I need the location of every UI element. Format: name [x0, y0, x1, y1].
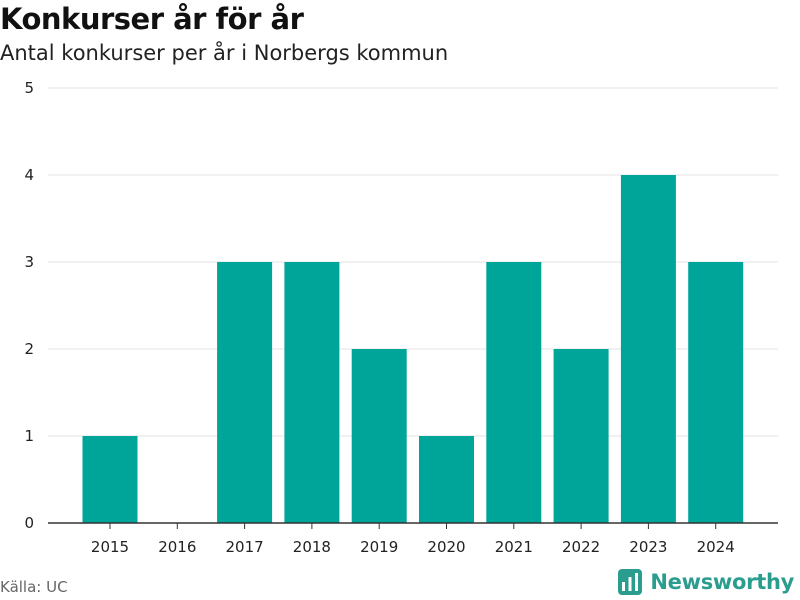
- bar-2024[interactable]: [688, 262, 744, 523]
- y-axis-tick-labels: 0 1 2 3 4 5: [24, 79, 34, 532]
- bar-2017[interactable]: [217, 262, 273, 523]
- x-tick-label: 2017: [226, 538, 264, 556]
- x-tick-label: 2018: [293, 538, 331, 556]
- bar-2020[interactable]: [419, 436, 474, 523]
- y-tick-label: 4: [24, 166, 34, 184]
- x-tick-label: 2020: [427, 538, 465, 556]
- y-tick-label: 5: [24, 79, 34, 97]
- bar-2015[interactable]: [82, 436, 138, 523]
- y-tick-label: 3: [24, 253, 34, 271]
- source-note: Källa: UC: [0, 578, 68, 596]
- bar-2018[interactable]: [284, 262, 340, 523]
- chart-subtitle: Antal konkurser per år i Norbergs kommun: [0, 41, 449, 65]
- x-tick-label: 2015: [91, 538, 129, 556]
- x-tick-label: 2019: [360, 538, 398, 556]
- y-tick-label: 0: [24, 514, 34, 532]
- y-tick-label: 1: [24, 427, 34, 445]
- bar-2022[interactable]: [553, 349, 609, 523]
- x-tick-label: 2016: [158, 538, 196, 556]
- newsworthy-logo-icon: [618, 569, 643, 595]
- chart-title: Konkurser år för år: [0, 2, 304, 36]
- brand-logo: Newsworthy: [618, 569, 794, 595]
- bar-2021[interactable]: [486, 262, 542, 523]
- x-tick-label: 2024: [697, 538, 735, 556]
- bar-2023[interactable]: [620, 175, 676, 523]
- x-tick-label: 2023: [629, 538, 667, 556]
- y-tick-label: 2: [24, 340, 34, 358]
- x-axis-tick-labels: 2015 2016 2017 2018 2019 2020 2021 2022 2023 2024: [91, 523, 735, 556]
- bar-2019[interactable]: [351, 349, 407, 523]
- x-tick-label: 2021: [495, 538, 533, 556]
- x-tick-label: 2022: [562, 538, 600, 556]
- bars: [82, 175, 744, 523]
- brand-name: Newsworthy: [650, 570, 794, 594]
